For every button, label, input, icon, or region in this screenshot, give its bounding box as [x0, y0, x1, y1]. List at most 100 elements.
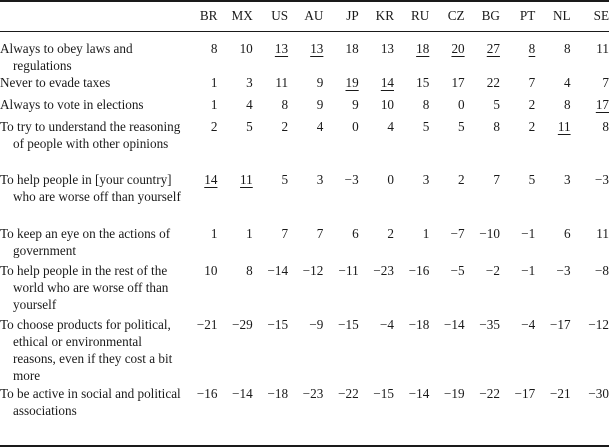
value: 5 — [246, 118, 253, 134]
value-cell-nl: −17 — [538, 316, 573, 385]
column-header-cz: CZ — [447, 7, 465, 23]
value-cell-br: 1 — [185, 74, 220, 96]
row-label: Always to vote in elections — [0, 96, 144, 112]
row-label-cell: To help people in the rest of the world … — [0, 262, 185, 316]
row-label: To be active in social and political ass… — [0, 385, 181, 418]
value: 13 — [380, 40, 394, 56]
value: 6 — [352, 225, 359, 241]
value: 10 — [204, 262, 218, 278]
value: −14 — [232, 385, 253, 401]
value: −22 — [338, 385, 359, 401]
value-cell-cz: 20 — [432, 30, 468, 74]
value: 7 — [281, 225, 289, 241]
citizenship-norms-table: BR MX US AU JP KR RU CZ BG PT NL SE Always to obey … — [0, 0, 609, 422]
value: 4 — [387, 118, 394, 134]
value-cell-jp: −15 — [326, 316, 361, 385]
value-cell-pt: −1 — [503, 225, 538, 262]
value-cell-us: −18 — [256, 385, 291, 422]
value: −14 — [444, 316, 465, 332]
value-cell-jp: −3 — [326, 171, 361, 225]
row-label: Always to obey laws and regulations — [0, 40, 133, 73]
value-cell-se: 17 — [574, 96, 609, 118]
value-cell-au: 3 — [291, 171, 326, 225]
value: −17 — [514, 385, 536, 401]
value-cell-nl: 11 — [538, 118, 573, 171]
value: −4 — [521, 316, 536, 332]
value-cell-kr: 4 — [362, 118, 397, 171]
value-cell-cz: −19 — [432, 385, 467, 422]
value: 8 — [246, 262, 253, 278]
value-cell-br: 14 — [185, 171, 220, 225]
value: −21 — [549, 385, 571, 401]
value-cell-jp: 9 — [326, 96, 361, 118]
value-cell-mx: 10 — [220, 30, 256, 74]
value: 1 — [210, 225, 218, 241]
value: 3 — [422, 171, 430, 187]
value-cell-kr: −15 — [362, 385, 397, 422]
value: 8 — [281, 96, 289, 112]
value: 5 — [281, 171, 289, 187]
value-cell-kr: 13 — [361, 30, 397, 74]
value-cell-bg: 22 — [468, 74, 503, 96]
highlighted-value: 14 — [380, 74, 394, 90]
value-cell-au: −9 — [291, 316, 326, 385]
value-cell-br: 8 — [185, 30, 221, 74]
row-label: To keep an eye on the actions of governm… — [0, 225, 171, 258]
row-label-cell: Never to evade taxes — [0, 74, 185, 96]
value: −23 — [373, 262, 394, 278]
value: 0 — [387, 171, 394, 187]
value: 1 — [246, 225, 253, 241]
column-header-kr: KR — [375, 7, 394, 23]
value-cell-nl: 6 — [538, 225, 573, 262]
column-header-ru: RU — [410, 7, 430, 23]
row-label-cell: To choose products for political, ethica… — [0, 316, 185, 385]
value: 8 — [563, 96, 571, 112]
value-cell-us: 13 — [255, 30, 292, 74]
highlighted-value: 19 — [345, 74, 359, 90]
value-cell-se: 11 — [574, 225, 609, 262]
row-label: To choose products for political, ethica… — [0, 316, 173, 383]
row-label-cell: To help people in [your country] who are… — [0, 171, 185, 225]
highlighted-value: 27 — [486, 40, 500, 56]
value: 5 — [422, 118, 430, 134]
highlighted-value: 17 — [595, 96, 609, 112]
value: −7 — [450, 225, 465, 241]
value-cell-au: −12 — [291, 262, 326, 316]
value: 2 — [387, 225, 394, 241]
value-cell-cz: 0 — [432, 96, 467, 118]
column-header-pt: PT — [519, 7, 536, 23]
value-cell-kr: 2 — [362, 225, 397, 262]
value-cell-nl: −3 — [538, 262, 573, 316]
value-cell-br: 1 — [185, 225, 220, 262]
value: 2 — [528, 118, 536, 134]
value: 11 — [596, 225, 609, 241]
top-rule — [0, 0, 609, 2]
value-cell-au: 9 — [291, 96, 326, 118]
value: 5 — [458, 118, 465, 134]
value-cell-se: −30 — [574, 385, 609, 422]
value: −4 — [379, 316, 394, 332]
value-cell-mx: 11 — [220, 171, 255, 225]
value-cell-au: 4 — [291, 118, 326, 171]
column-header-bg: BG — [481, 7, 500, 23]
value-cell-ru: 18 — [397, 30, 433, 74]
table-header: BR MX US AU JP KR RU CZ BG PT NL SE — [0, 0, 609, 31]
table-row: To be active in social and political ass… — [0, 385, 609, 422]
value-cell-ru: 3 — [397, 171, 432, 225]
value: −18 — [267, 385, 289, 401]
value: −3 — [344, 171, 359, 187]
value-cell-ru: 1 — [397, 225, 432, 262]
value-cell-kr: 14 — [362, 74, 397, 96]
value-cell-mx: 5 — [220, 118, 255, 171]
value-cell-au: 13 — [291, 30, 327, 74]
row-label: To try to understand the reasoning of pe… — [0, 118, 181, 151]
value-cell-pt: −17 — [503, 385, 538, 422]
value-cell-ru: 5 — [397, 118, 432, 171]
value: −16 — [408, 262, 430, 278]
table-row: To choose products for political, ethica… — [0, 316, 609, 385]
column-header-se: SE — [593, 7, 609, 23]
value-cell-us: −14 — [256, 262, 291, 316]
value-cell-cz: −14 — [432, 316, 467, 385]
row-label: To help people in the rest of the world … — [0, 262, 169, 312]
